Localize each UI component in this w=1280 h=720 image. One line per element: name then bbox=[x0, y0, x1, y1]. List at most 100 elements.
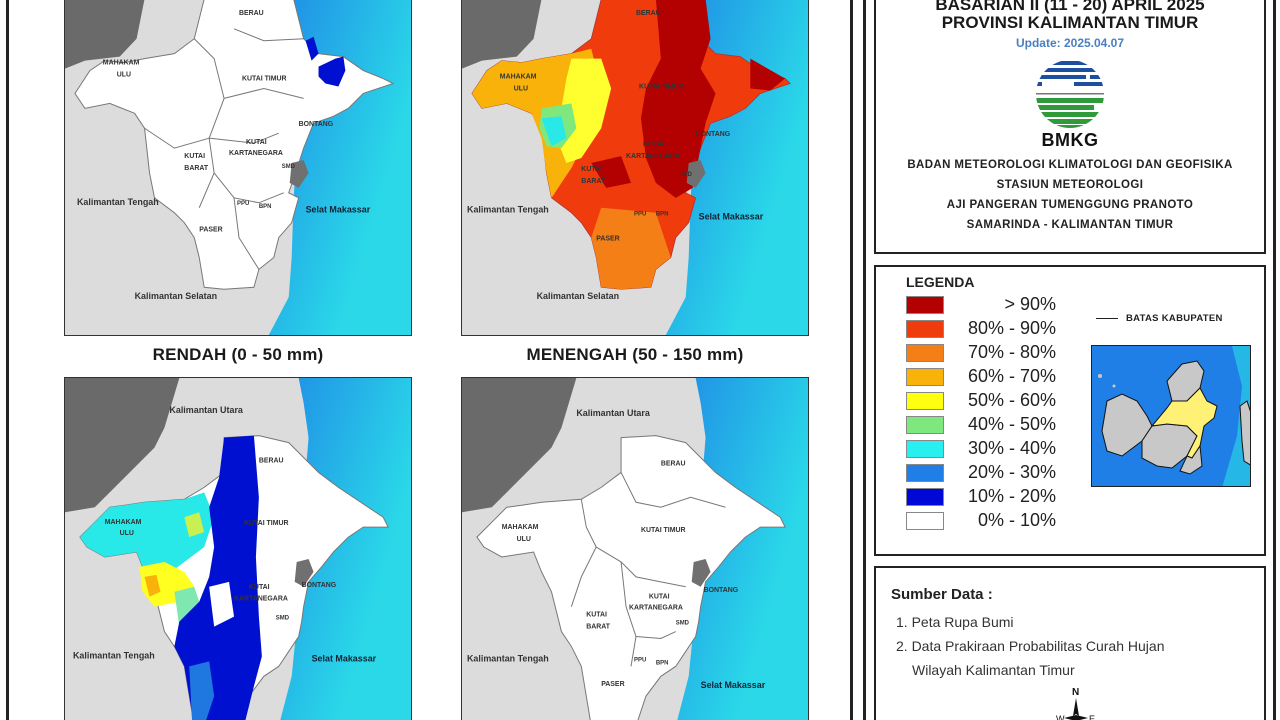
svg-text:BONTANG: BONTANG bbox=[704, 587, 739, 594]
svg-text:MAHAKAM: MAHAKAM bbox=[105, 519, 142, 526]
svg-text:BPN: BPN bbox=[656, 660, 669, 666]
svg-text:ULU: ULU bbox=[517, 536, 531, 543]
svg-text:KUTAI: KUTAI bbox=[649, 594, 670, 601]
svg-text:KARTANEGARA: KARTANEGARA bbox=[234, 596, 288, 603]
svg-text:BONTANG: BONTANG bbox=[302, 582, 337, 589]
svg-text:KARTANEGARA: KARTANEGARA bbox=[629, 605, 683, 612]
svg-text:BONTANG: BONTANG bbox=[299, 121, 334, 128]
map-menengah: BERAU MAHAKAM ULU KUTAI TIMUR BONTANG KU… bbox=[461, 0, 809, 336]
svg-text:PASER: PASER bbox=[199, 227, 222, 234]
station-name: AJI PANGERAN TUMENGGUNG PRANOTO bbox=[946, 199, 1194, 211]
svg-text:SMD: SMD bbox=[282, 164, 296, 170]
source-item: 2. Data Prakiraan Probabilitas Curah Huj… bbox=[896, 638, 1165, 654]
legend-swatch-20-30 bbox=[906, 464, 944, 482]
source-item: 1. Peta Rupa Bumi bbox=[896, 614, 1014, 630]
legend-item: > 90% bbox=[906, 294, 1066, 316]
svg-text:PASER: PASER bbox=[596, 236, 619, 243]
svg-text:KUTAI: KUTAI bbox=[249, 584, 270, 591]
org-name: BADAN METEOROLOGI KLIMATOLOGI DAN GEOFIS… bbox=[907, 159, 1233, 171]
boundary-label: BATAS KABUPATEN bbox=[1126, 313, 1223, 324]
source-item: Wilayah Kalimantan Timur bbox=[912, 662, 1075, 678]
svg-text:BARAT: BARAT bbox=[581, 178, 606, 185]
map-tinggi: Kalimantan Utara BERAU MAHAKAM ULU KUTAI… bbox=[64, 377, 412, 720]
bmkg-emblem-icon bbox=[1036, 60, 1104, 128]
legend-item: 70% - 80% bbox=[906, 342, 1066, 364]
source-box: Sumber Data : 1. Peta Rupa Bumi 2. Data … bbox=[874, 566, 1266, 720]
svg-text:PPU: PPU bbox=[634, 212, 646, 218]
svg-text:E: E bbox=[1089, 714, 1095, 720]
svg-text:KUTAI TIMUR: KUTAI TIMUR bbox=[242, 76, 287, 83]
legend-item: 80% - 90% bbox=[906, 318, 1066, 340]
svg-text:KUTAI TIMUR: KUTAI TIMUR bbox=[641, 527, 686, 534]
svg-text:KUTAI: KUTAI bbox=[184, 153, 205, 160]
legend-swatch-30-40 bbox=[906, 440, 944, 458]
legend-item: 20% - 30% bbox=[906, 462, 1066, 484]
legend-swatch-10-20 bbox=[906, 488, 944, 506]
legend-label: 40% - 50% bbox=[967, 414, 1056, 434]
svg-text:SMD: SMD bbox=[676, 621, 690, 627]
legend-item: 0% - 10% bbox=[906, 510, 1066, 532]
svg-text:ULU: ULU bbox=[117, 72, 131, 79]
map-sangat-tinggi: Kalimantan Utara BERAU MAHAKAM ULU KUTAI… bbox=[461, 377, 809, 720]
svg-text:N: N bbox=[1072, 687, 1079, 698]
legend-box: LEGENDA > 90% 80% - 90% 70% - 80% 60% - … bbox=[874, 265, 1266, 556]
svg-text:BONTANG: BONTANG bbox=[696, 131, 731, 138]
svg-text:SMD: SMD bbox=[276, 616, 290, 622]
frame-line-right bbox=[1273, 0, 1276, 720]
legend-swatch-70-80 bbox=[906, 344, 944, 362]
legend-swatch-80-90 bbox=[906, 320, 944, 338]
update-date: Update: 2025.04.07 bbox=[1015, 36, 1125, 50]
svg-text:MAHAKAM: MAHAKAM bbox=[502, 524, 539, 531]
legend-label: 80% - 90% bbox=[967, 318, 1056, 338]
svg-text:KUTAI TIMUR: KUTAI TIMUR bbox=[639, 83, 684, 90]
svg-text:BERAU: BERAU bbox=[259, 458, 284, 465]
legend-label: 30% - 40% bbox=[967, 438, 1056, 458]
inset-map-borneo bbox=[1091, 345, 1251, 487]
svg-text:BERAU: BERAU bbox=[661, 461, 686, 468]
legend-label: 20% - 30% bbox=[967, 462, 1056, 482]
station-location: SAMARINDA - KALIMANTAN TIMUR bbox=[966, 219, 1174, 231]
svg-text:Kalimantan Tengah: Kalimantan Tengah bbox=[467, 653, 549, 663]
legend-item: 10% - 20% bbox=[906, 486, 1066, 508]
svg-text:Kalimantan Tengah: Kalimantan Tengah bbox=[77, 197, 159, 207]
title-province: PROVINSI KALIMANTAN TIMUR bbox=[941, 13, 1199, 32]
title-period: BASARIAN II (11 - 20) APRIL 2025 bbox=[935, 0, 1205, 14]
north-arrow-icon: N W E bbox=[1056, 686, 1096, 720]
svg-text:KUTAI: KUTAI bbox=[586, 612, 607, 619]
svg-text:BARAT: BARAT bbox=[184, 165, 209, 172]
svg-text:SMD: SMD bbox=[679, 172, 693, 178]
svg-text:BPN: BPN bbox=[656, 212, 669, 218]
svg-text:Selat Makassar: Selat Makassar bbox=[312, 653, 377, 663]
svg-text:Kalimantan Tengah: Kalimantan Tengah bbox=[73, 650, 155, 660]
svg-text:Kalimantan Utara: Kalimantan Utara bbox=[576, 408, 651, 418]
svg-text:BARAT: BARAT bbox=[586, 624, 611, 631]
svg-text:MAHAKAM: MAHAKAM bbox=[500, 74, 537, 81]
svg-text:BERAU: BERAU bbox=[636, 10, 661, 17]
svg-text:ULU: ULU bbox=[120, 530, 134, 537]
map-rendah: BERAU MAHAKAM ULU KUTAI TIMUR BONTANG KU… bbox=[64, 0, 412, 336]
frame-line-middle-inner bbox=[863, 0, 866, 720]
map-caption-menengah: MENENGAH (50 - 150 mm) bbox=[526, 345, 744, 364]
map-caption-rendah: RENDAH (0 - 50 mm) bbox=[152, 345, 324, 364]
source-title: Sumber Data : bbox=[891, 586, 993, 603]
legend-item: 60% - 70% bbox=[906, 366, 1066, 388]
svg-text:KARTANEGARA: KARTANEGARA bbox=[229, 150, 283, 157]
legend-label: > 90% bbox=[1004, 294, 1056, 314]
legend-swatch-0-10 bbox=[906, 512, 944, 530]
station-type: STASIUN METEOROLOGI bbox=[996, 179, 1144, 191]
legend-swatch-40-50 bbox=[906, 416, 944, 434]
svg-text:KUTAI: KUTAI bbox=[581, 166, 602, 173]
legend-swatch-50-60 bbox=[906, 392, 944, 410]
legend-swatch-90plus bbox=[906, 296, 944, 314]
legend-label: 0% - 10% bbox=[977, 510, 1056, 530]
svg-text:Kalimantan Selatan: Kalimantan Selatan bbox=[135, 291, 217, 301]
legend-title: LEGENDA bbox=[906, 274, 975, 290]
legend-item: 50% - 60% bbox=[906, 390, 1066, 412]
legend-label: 60% - 70% bbox=[967, 366, 1056, 386]
svg-text:Selat Makassar: Selat Makassar bbox=[699, 212, 764, 222]
svg-text:PPU: PPU bbox=[634, 657, 646, 663]
legend-label: 70% - 80% bbox=[967, 342, 1056, 362]
legend-label: 50% - 60% bbox=[967, 390, 1056, 410]
legend-item: 30% - 40% bbox=[906, 438, 1066, 460]
boundary-line-icon bbox=[1096, 317, 1118, 320]
